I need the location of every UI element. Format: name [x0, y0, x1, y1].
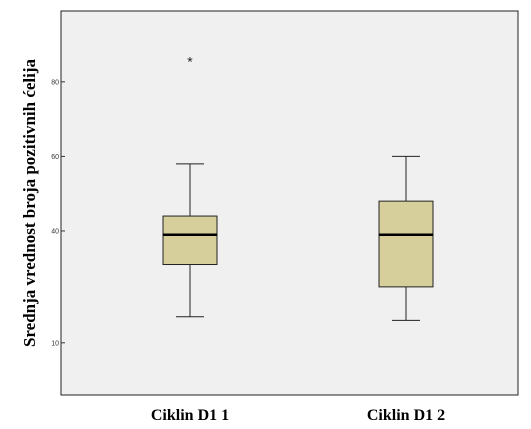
y-axis-label: Srednja vrednost broja pozitivnih ćelija	[20, 58, 39, 347]
box-group	[378, 155, 434, 321]
x-category-label: Ciklin D1 1	[151, 407, 229, 424]
y-tick-label: 80	[51, 79, 59, 86]
outlier-marker: *	[187, 53, 193, 69]
iqr-box	[378, 200, 434, 288]
x-category-label: Ciklin D1 2	[367, 407, 445, 424]
y-axis-ticks: 10 40 60 80	[51, 79, 65, 347]
box-series: *	[162, 53, 434, 321]
iqr-box	[162, 215, 218, 266]
y-tick-label: 40	[51, 228, 59, 235]
x-axis-labels: Ciklin D1 1 Ciklin D1 2	[151, 407, 445, 424]
y-tick-label: 10	[51, 340, 59, 347]
plot-area	[60, 10, 519, 396]
y-tick-label: 60	[51, 154, 59, 161]
box-group: *	[162, 53, 218, 318]
